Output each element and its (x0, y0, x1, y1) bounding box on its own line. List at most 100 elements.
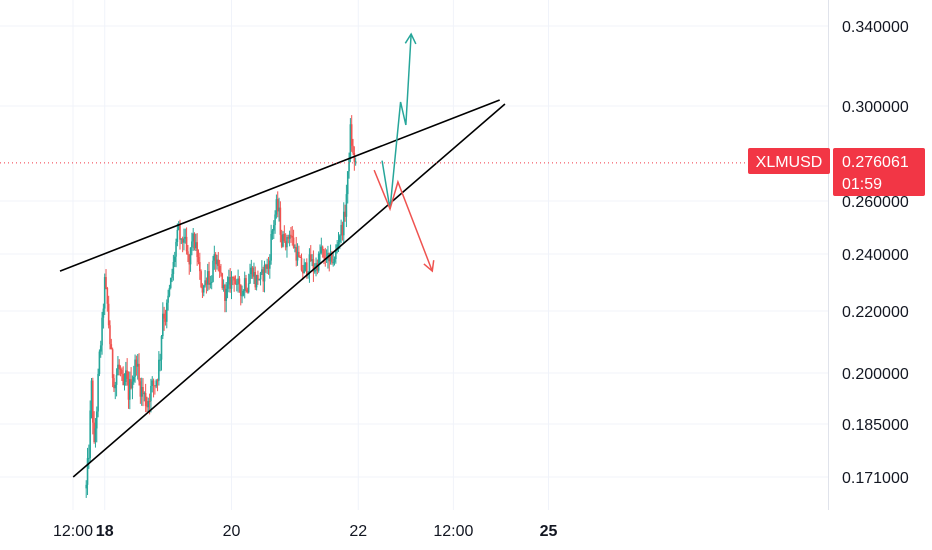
candle-body (191, 241, 193, 248)
candle-body (319, 252, 321, 254)
candle-body (249, 274, 251, 284)
candle-body (156, 380, 159, 382)
candle-body (265, 264, 267, 269)
candle-body (126, 370, 128, 379)
trendline-upper (59, 99, 500, 272)
candle-body (286, 237, 288, 248)
candle-body (123, 382, 126, 386)
candle-body (290, 234, 292, 236)
candle-body (212, 260, 214, 282)
y-tick-label: 0.340000 (842, 19, 909, 36)
candle-body (134, 359, 136, 377)
candle-body (220, 272, 222, 274)
candle-body (350, 124, 353, 146)
candle-body (172, 262, 175, 275)
candle-body (295, 247, 298, 261)
candle-body (241, 295, 243, 297)
y-tick-label: 0.220000 (842, 304, 909, 321)
x-tick-label: 12:00 (53, 523, 93, 540)
candle-body (213, 254, 216, 261)
candle-body (349, 124, 352, 159)
candle-body (309, 254, 312, 262)
candle-body (152, 380, 155, 386)
candle-body (115, 375, 118, 385)
candle-body (111, 349, 114, 379)
candle-body (339, 235, 341, 242)
candle-body (262, 269, 265, 282)
candle-body (323, 250, 325, 258)
candle-body (88, 457, 90, 459)
candle-body (221, 273, 224, 289)
candle-body (147, 401, 150, 408)
candle-body (287, 237, 290, 239)
candle-body (185, 236, 188, 252)
candle-body (94, 428, 97, 443)
candle-body (99, 345, 102, 352)
candle-body (106, 287, 109, 304)
candle-body (103, 277, 106, 309)
candle-body (180, 238, 183, 240)
x-tick-label: 22 (349, 523, 367, 540)
candle-body (246, 289, 249, 293)
candle-body (196, 242, 198, 258)
x-tick-label: 18 (96, 523, 114, 540)
candle-body (95, 411, 98, 429)
candle-body (247, 283, 250, 293)
candle-body (303, 264, 305, 274)
candle-body (167, 295, 169, 303)
candle-body (131, 381, 134, 389)
candle-body (89, 410, 91, 458)
candle-body (258, 279, 261, 281)
candle-body (163, 313, 165, 319)
candle-body (187, 251, 189, 255)
candle-body (305, 262, 308, 275)
candle-body (218, 265, 221, 273)
candle-body (300, 257, 303, 271)
candle-body (237, 278, 239, 284)
projection-arrows (373, 32, 435, 273)
x-tick-label: 20 (223, 523, 241, 540)
candle-body (225, 288, 228, 301)
candle-body (329, 252, 332, 262)
candle-body (288, 234, 291, 239)
candle-body (230, 276, 233, 289)
candle-body (325, 258, 328, 260)
candle-body (148, 401, 151, 403)
candle-body (345, 194, 348, 217)
candle-body (238, 278, 241, 285)
candle-body (235, 283, 238, 285)
candle-body (298, 251, 300, 257)
y-tick-label: 0.171000 (842, 470, 909, 487)
candle-body (311, 259, 313, 262)
candle-body (304, 262, 307, 265)
candle-body (312, 259, 315, 272)
last-price-value: 0.276061 (842, 154, 909, 171)
candle-body (342, 211, 345, 236)
candle-body (86, 458, 89, 485)
candle-body (269, 260, 271, 269)
candle-body (251, 267, 254, 277)
candle-body (294, 247, 296, 249)
candle-body (332, 262, 335, 264)
y-tick-label: 0.200000 (842, 366, 909, 383)
candle-body (146, 406, 148, 408)
candle-body (93, 422, 95, 443)
candle-body (151, 380, 154, 386)
candle-body (337, 241, 340, 245)
candle-body (317, 253, 320, 271)
candle-body (181, 238, 184, 243)
candle-body (204, 280, 206, 286)
candle-body (216, 259, 218, 265)
candle-body (344, 211, 346, 217)
candle-body (250, 267, 253, 275)
candle-body (128, 379, 131, 400)
candle-body (193, 233, 196, 249)
candle-body (176, 229, 179, 242)
candle-body (320, 246, 323, 253)
candle-body (192, 233, 194, 242)
y-axis: 0.340000 0.300000 0.260000 0.240000 0.220000… (842, 19, 909, 487)
candle-body (245, 278, 247, 290)
candle-body (165, 302, 168, 322)
candle-body (197, 257, 200, 263)
